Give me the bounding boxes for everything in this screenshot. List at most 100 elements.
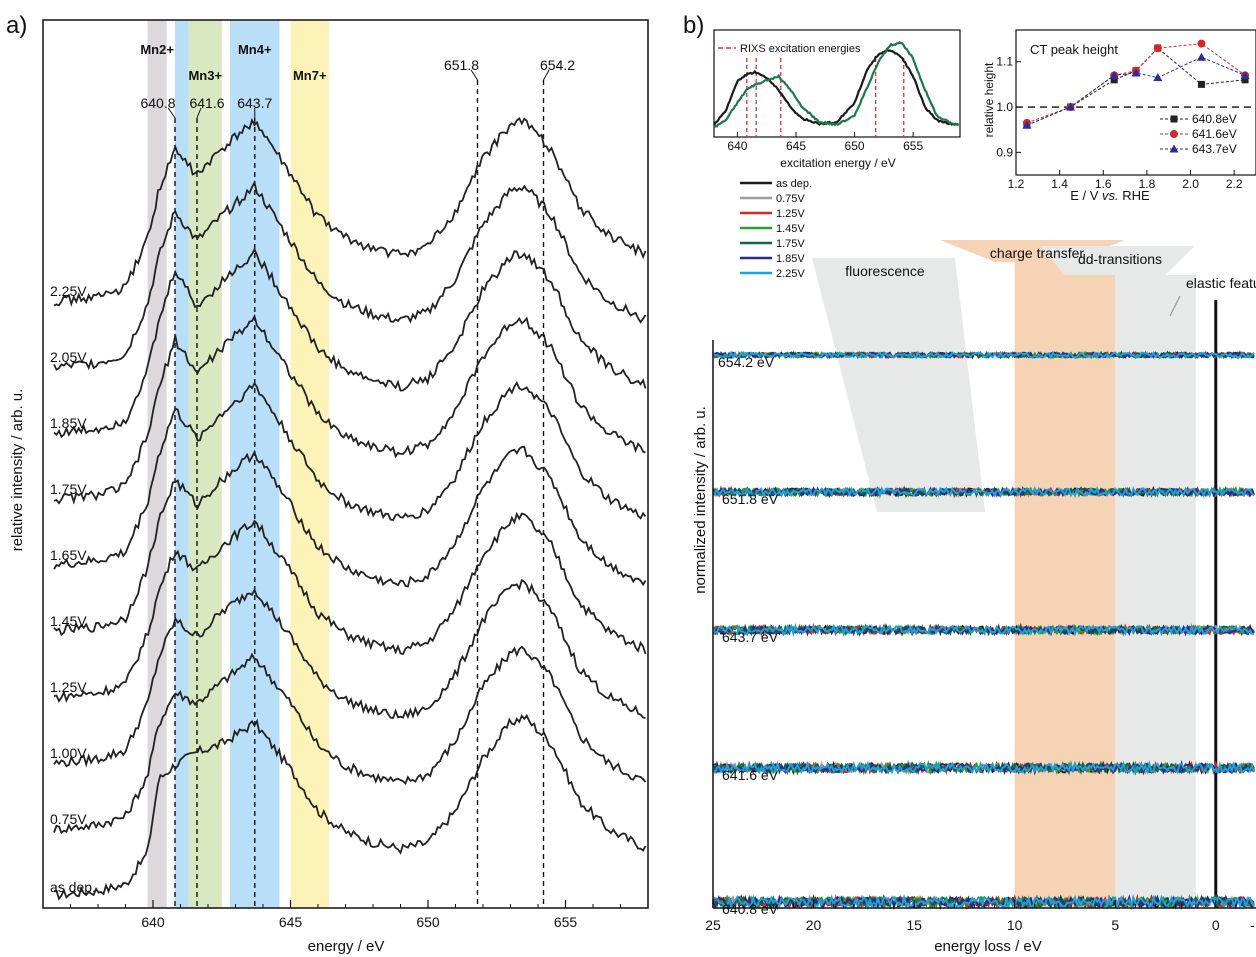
region-dd-cap <box>1040 246 1195 275</box>
rixs-line-6408eV-225V <box>712 893 1255 911</box>
series-label: as dep. <box>50 879 96 895</box>
ct-marker-triangle <box>1066 102 1076 111</box>
panel-b-label: b) <box>683 12 704 39</box>
x-tick-label: 5 <box>1111 917 1119 933</box>
legend-label: 2.25V <box>776 268 805 280</box>
inset-legend-label: RIXS excitation energies <box>740 43 861 55</box>
elastic-leader <box>1169 295 1181 317</box>
ct-marker-square <box>1241 76 1249 84</box>
series-label: 1.00V <box>50 745 87 761</box>
x-tick-label: 640 <box>141 914 165 930</box>
x-tick-label: 645 <box>786 139 806 153</box>
x-tick-label: 10 <box>1007 917 1023 933</box>
spectrum-line-185V <box>53 247 647 439</box>
dashed-label-654.2: 654.2 <box>540 57 575 73</box>
ct-marker-triangle <box>1109 70 1119 79</box>
dashed-label-641.6: 641.6 <box>189 95 224 111</box>
y-tick-label: 0.9 <box>996 145 1013 159</box>
x-tick-label: 1.4 <box>1051 177 1068 191</box>
ct-legend-marker <box>1170 130 1178 138</box>
x-tick-label: 2.0 <box>1182 177 1199 191</box>
band-2 <box>188 20 222 908</box>
energy-label: 654.2 eV <box>718 354 775 370</box>
series-label: 1.65V <box>50 547 87 563</box>
legend-label: 1.25V <box>776 208 805 220</box>
dashed-leader-651.8 <box>470 69 478 81</box>
x-tick-label: 640 <box>727 139 747 153</box>
region-charge-transfer <box>1014 250 1116 908</box>
region-label-charge-transfer: charge transfer <box>990 245 1084 261</box>
legend-label: 1.45V <box>776 223 805 235</box>
region-dd-transitions <box>1115 275 1196 908</box>
ct-marker-triangle <box>1131 68 1141 77</box>
region-label-elastic-feature: elastic feature <box>1186 275 1256 291</box>
region-label-fluorescence: fluorescence <box>845 263 925 279</box>
energy-label: 640.8 eV <box>722 901 779 917</box>
series-label: 2.05V <box>50 349 87 365</box>
legend-label: as dep. <box>776 178 812 190</box>
band-label-Mn3+: Mn3+ <box>188 68 222 83</box>
panel-a-xlabel: energy / eV <box>308 938 385 955</box>
band-4 <box>290 20 329 908</box>
inset-ct-xlabel: E / V vs. RHE <box>1070 188 1150 203</box>
rixs-line-6542eV-225V <box>712 350 1255 360</box>
inset-excitation: RIXS excitation energies 640 645 650 655 <box>713 29 961 153</box>
spectrum-line-225V <box>53 116 647 307</box>
x-tick-label: 0 <box>1212 917 1220 933</box>
region-fluorescence <box>812 258 985 512</box>
xlabel-italic: vs. <box>1102 188 1119 203</box>
ct-marker-triangle <box>1240 70 1250 79</box>
dashed-label-651.8: 651.8 <box>444 57 479 73</box>
ct-marker-circle <box>1153 44 1162 53</box>
x-tick-label: 1.6 <box>1095 177 1112 191</box>
panel-b-xlabel: energy loss / eV <box>934 938 1042 955</box>
ct-legend-marker <box>1169 144 1179 153</box>
y-tick-label: 1.0 <box>996 100 1013 114</box>
series-label: 2.25V <box>50 283 87 299</box>
x-tick-label: - <box>1250 917 1255 933</box>
ct-marker-circle <box>1197 39 1206 48</box>
ct-legend-marker <box>1170 115 1178 123</box>
spectrum-line-125V <box>53 511 647 704</box>
panel-b: fluorescence charge transferdd-transition… <box>705 178 1256 933</box>
spectrum-line-145V <box>53 445 647 637</box>
rixs-line-6437eV-225V <box>712 622 1255 638</box>
series-label: 1.45V <box>50 613 87 629</box>
y-tick-label: 1.1 <box>996 55 1013 69</box>
rixs-line-6416eV-225V <box>712 759 1255 775</box>
ct-legend-label: 641.6eV <box>1192 127 1237 141</box>
x-tick-label: 20 <box>806 917 822 933</box>
xlabel-part: RHE <box>1119 188 1150 203</box>
panel-b-ylabel: normalized intensity / arb. u. <box>692 406 709 594</box>
energy-label: 643.7 eV <box>722 629 779 645</box>
ct-marker-triangle <box>1022 120 1032 129</box>
spectrum-line-075V <box>53 645 647 835</box>
spectrum-line-165V <box>53 381 647 570</box>
ct-legend-label: 643.7eV <box>1192 142 1237 156</box>
excitation-line-225V <box>713 41 960 128</box>
spectrum-line-asdep <box>53 713 647 901</box>
inset-ct-height: 0.9 1.0 1.1 1.2 1.4 1.6 1.8 2.0 2.2 640.8eV641.6e… <box>996 29 1256 203</box>
x-tick-label: 25 <box>705 917 721 933</box>
band-1 <box>175 20 189 908</box>
x-tick-label: 2.2 <box>1226 177 1243 191</box>
ct-marker-square <box>1110 76 1118 84</box>
legend-label: 0.75V <box>776 193 805 205</box>
ct-marker-square <box>1197 80 1205 88</box>
ct-marker-triangle <box>1196 52 1206 61</box>
rixs-line-6518eV-225V <box>712 485 1255 499</box>
inset-excitation-xlabel: excitation energy / eV <box>780 156 895 170</box>
legend-label: 1.75V <box>776 238 805 250</box>
band-label-Mn4+: Mn4+ <box>238 42 272 57</box>
spectrum-line-205V <box>53 179 647 371</box>
spectrum-line-100V <box>53 578 646 768</box>
ct-legend-label: 640.8eV <box>1192 112 1237 126</box>
panel-a-label: a) <box>6 12 27 39</box>
energy-label: 651.8 eV <box>722 491 779 507</box>
band-label-Mn7+: Mn7+ <box>293 68 327 83</box>
series-label: 1.75V <box>50 481 87 497</box>
x-tick-label: 645 <box>279 914 303 930</box>
x-tick-label: 650 <box>845 139 865 153</box>
energy-label: 641.6 eV <box>722 767 779 783</box>
